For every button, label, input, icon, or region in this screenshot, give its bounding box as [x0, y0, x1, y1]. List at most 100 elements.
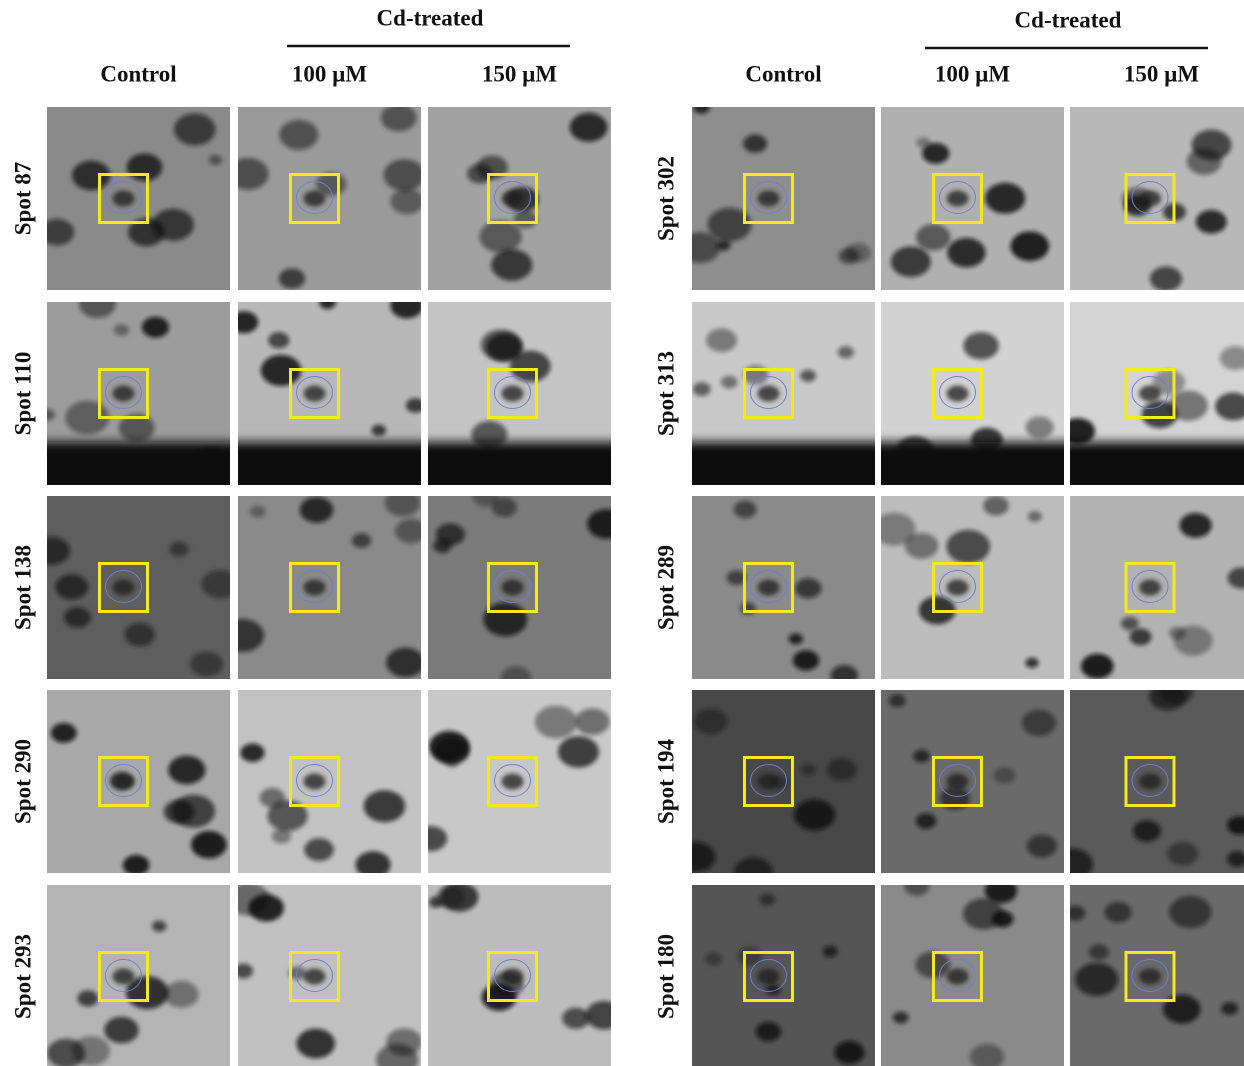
gel-spot [238, 885, 270, 916]
gel-spot [384, 496, 421, 517]
target-spot [757, 773, 780, 790]
highlight-box [932, 562, 983, 613]
gel-image [692, 885, 875, 1066]
gel-spot [716, 239, 731, 251]
target-spot [1139, 190, 1161, 207]
gel-image [881, 302, 1064, 485]
gel-spot [1162, 994, 1201, 1024]
gel-spot [557, 736, 599, 768]
gel-spot [77, 990, 99, 1007]
gel-spot [1021, 709, 1057, 737]
gel-content [428, 885, 611, 1066]
gel-background [692, 885, 875, 1066]
column-label: 100 µM [292, 61, 368, 86]
gel-spot [1070, 418, 1096, 445]
gel-spot [152, 920, 167, 932]
gel-spot [371, 424, 387, 436]
gel-image [238, 885, 421, 1066]
gel-spot [122, 854, 150, 873]
gel-content [238, 302, 421, 485]
gel-spot [692, 842, 716, 873]
gel-spot [63, 606, 91, 628]
spot-outline [939, 181, 976, 214]
target-spot [757, 579, 780, 596]
spot-outline [105, 764, 142, 797]
gel-spot [351, 533, 372, 548]
gel-spot [271, 828, 292, 844]
gel-content [881, 496, 1064, 679]
gel-spot [1226, 851, 1244, 867]
gel-spot [278, 268, 306, 289]
gel-spot [733, 857, 774, 873]
gel-spot [985, 182, 1026, 214]
gel-spot [800, 763, 816, 776]
gel-image [881, 496, 1064, 679]
gel-spot [800, 369, 816, 382]
highlight-box [743, 756, 794, 807]
gel-content [692, 885, 875, 1066]
gel-content [238, 885, 421, 1066]
gel-spot [693, 107, 711, 114]
row-label: Spot 313 [653, 351, 678, 436]
spot-outline [105, 570, 142, 603]
target-spot [112, 579, 135, 596]
gel-spot [1167, 841, 1199, 866]
spot-outline [1131, 764, 1169, 797]
highlight-box [932, 173, 983, 224]
highlight-box [743, 368, 794, 419]
gel-spot [152, 208, 194, 241]
highlight-box [487, 173, 538, 224]
highlight-box [1124, 756, 1176, 807]
gel-image [428, 302, 611, 485]
gel-spot [163, 799, 195, 824]
row-label: Spot 180 [653, 934, 678, 1019]
row-label: Spot 138 [10, 545, 35, 630]
gel-content [238, 496, 421, 679]
target-spot [112, 968, 135, 985]
target-spot [303, 579, 326, 596]
target-spot [501, 773, 524, 790]
gel-spot [268, 332, 290, 349]
gel-spot [826, 758, 857, 782]
spot-outline [494, 959, 531, 992]
gel-spot [585, 1000, 611, 1030]
gel-spot [479, 220, 522, 253]
target-spot [1139, 968, 1161, 985]
target-spot [501, 385, 524, 402]
gel-image [238, 302, 421, 485]
gel-background [238, 496, 421, 679]
gel-spot [238, 963, 254, 979]
gel-spot [405, 398, 421, 413]
gel-content [1070, 496, 1244, 679]
gel-image [428, 107, 611, 290]
gel-content [692, 107, 875, 290]
gel-content [47, 885, 230, 1066]
gel-background [238, 107, 421, 290]
gel-image [238, 690, 421, 873]
gel-spot [355, 851, 391, 873]
highlight-box [743, 951, 794, 1002]
highlight-box [743, 562, 794, 613]
gel-spot [1104, 901, 1132, 923]
row-label: Spot 302 [653, 156, 678, 241]
row-label: Spot 290 [10, 739, 35, 824]
gel-spot [969, 1043, 1005, 1066]
spot-outline [750, 570, 787, 603]
highlight-box [487, 368, 538, 419]
gel-spot [963, 332, 999, 360]
target-spot [946, 579, 969, 596]
gel-image [1070, 496, 1244, 679]
gel-spot [491, 249, 533, 281]
gel-spot [471, 420, 508, 449]
gel-spot [1025, 416, 1054, 439]
spot-outline [939, 959, 976, 992]
gel-content [238, 107, 421, 290]
gel-image [881, 885, 1064, 1066]
target-spot [112, 385, 135, 402]
gel-image [428, 885, 611, 1066]
gel-spot [190, 830, 227, 859]
gel-spot [788, 633, 804, 645]
row-label: Spot 194 [653, 739, 678, 824]
gel-spot [1179, 512, 1212, 538]
target-spot [303, 385, 326, 402]
